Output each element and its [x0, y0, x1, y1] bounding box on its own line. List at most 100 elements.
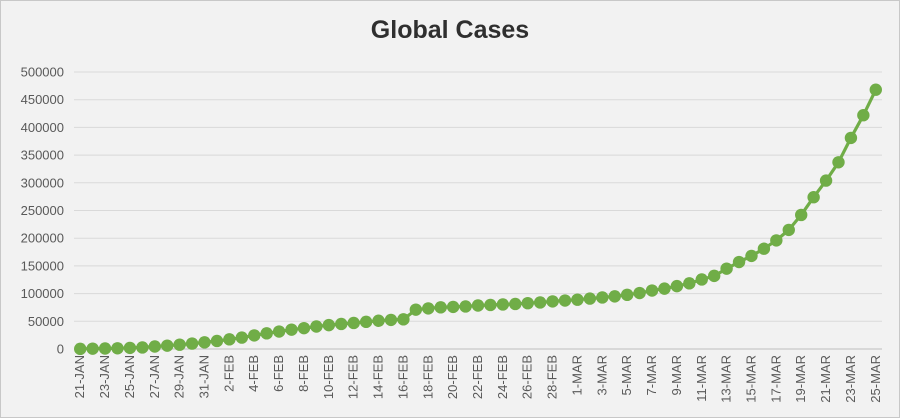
x-tick-label: 15-MAR: [743, 355, 758, 403]
y-tick-label: 200000: [21, 231, 64, 246]
data-point: [471, 299, 485, 312]
x-tick-label: 13-MAR: [719, 355, 734, 403]
x-tick-label: 9-MAR: [669, 355, 684, 395]
x-tick-label: 10-FEB: [321, 355, 336, 399]
data-point: [260, 327, 273, 340]
data-point: [335, 317, 348, 331]
y-tick-label: 50000: [28, 314, 64, 329]
data-point: [310, 320, 323, 333]
x-tick-label: 6-FEB: [271, 355, 286, 392]
data-point: [757, 242, 771, 255]
data-point: [695, 273, 708, 286]
data-point: [210, 334, 224, 348]
x-tick-label: 31-JAN: [197, 355, 212, 398]
x-tick-label: 14-FEB: [371, 355, 386, 399]
data-point: [509, 297, 522, 311]
data-point: [272, 325, 286, 338]
x-tick-label: 5-MAR: [619, 355, 634, 395]
x-tick-label: 18-FEB: [420, 355, 435, 399]
data-point: [397, 313, 410, 326]
x-tick-label: 3-MAR: [594, 355, 609, 395]
y-tick-label: 300000: [21, 175, 64, 190]
x-tick-label: 21-JAN: [72, 355, 87, 398]
x-tick-label: 22-FEB: [470, 355, 485, 399]
x-tick-label: 25-JAN: [122, 355, 137, 398]
y-tick-label: 350000: [21, 148, 64, 163]
data-point: [596, 291, 609, 304]
data-point: [111, 342, 124, 355]
data-point: [136, 341, 149, 354]
y-tick-label: 400000: [21, 120, 64, 135]
x-tick-label: 26-FEB: [520, 355, 535, 399]
x-tick-label: 12-FEB: [346, 355, 361, 399]
data-point: [161, 339, 174, 352]
x-tick-label: 29-JAN: [172, 355, 187, 398]
y-tick-label: 450000: [21, 92, 64, 107]
data-point: [795, 208, 808, 222]
data-point: [297, 321, 311, 335]
data-point: [571, 293, 584, 306]
data-point: [558, 294, 572, 307]
data-point: [496, 298, 510, 311]
data-point: [459, 300, 472, 313]
data-point: [732, 255, 746, 269]
data-point: [434, 301, 447, 314]
x-tick-label: 1-MAR: [569, 355, 584, 395]
y-tick-label: 250000: [21, 203, 64, 218]
data-point: [409, 303, 423, 316]
data-point: [533, 296, 547, 309]
data-point: [645, 284, 659, 297]
data-point: [384, 313, 398, 327]
data-point: [670, 279, 684, 293]
data-point: [807, 191, 820, 204]
data-point: [198, 336, 211, 349]
data-point: [248, 329, 261, 342]
x-tick-label: 17-MAR: [768, 355, 783, 403]
data-point: [359, 315, 373, 329]
data-point: [857, 109, 870, 122]
data-point: [74, 342, 87, 356]
x-tick-label: 7-MAR: [644, 355, 659, 395]
data-point: [683, 277, 696, 290]
data-point: [123, 341, 137, 355]
x-tick-label: 25-MAR: [868, 355, 883, 403]
data-point: [484, 298, 497, 312]
data-point: [608, 290, 621, 303]
data-point: [285, 323, 298, 336]
data-point: [633, 286, 646, 300]
y-tick-label: 150000: [21, 258, 64, 273]
data-point: [148, 340, 161, 353]
data-point: [620, 288, 634, 302]
data-point: [98, 342, 112, 355]
x-tick-label: 8-FEB: [296, 355, 311, 392]
x-tick-label: 4-FEB: [246, 355, 261, 392]
data-point: [521, 296, 534, 310]
data-point: [86, 342, 99, 355]
x-tick-label: 28-FEB: [545, 355, 560, 399]
chart-title: Global Cases: [370, 16, 530, 44]
data-point: [658, 282, 671, 295]
data-point: [347, 316, 360, 330]
data-point: [770, 234, 783, 247]
x-tick-label: 20-FEB: [445, 355, 460, 399]
data-point: [707, 269, 721, 283]
x-tick-label: 23-JAN: [97, 355, 112, 398]
data-point: [372, 314, 385, 327]
data-point: [185, 337, 199, 350]
data-point: [745, 249, 758, 263]
data-point: [583, 292, 597, 305]
data-point: [422, 302, 435, 315]
x-tick-label: 11-MAR: [694, 355, 709, 402]
x-tick-label: 2-FEB: [221, 355, 236, 392]
data-point: [446, 300, 460, 314]
data-point: [173, 338, 186, 351]
data-point: [223, 333, 236, 346]
data-point: [782, 223, 795, 237]
data-point: [235, 331, 249, 344]
y-tick-label: 100000: [21, 286, 64, 301]
data-point: [819, 174, 833, 187]
x-tick-label: 19-MAR: [793, 355, 808, 403]
data-point: [720, 262, 733, 275]
data-point: [546, 295, 559, 308]
data-point: [844, 131, 858, 145]
